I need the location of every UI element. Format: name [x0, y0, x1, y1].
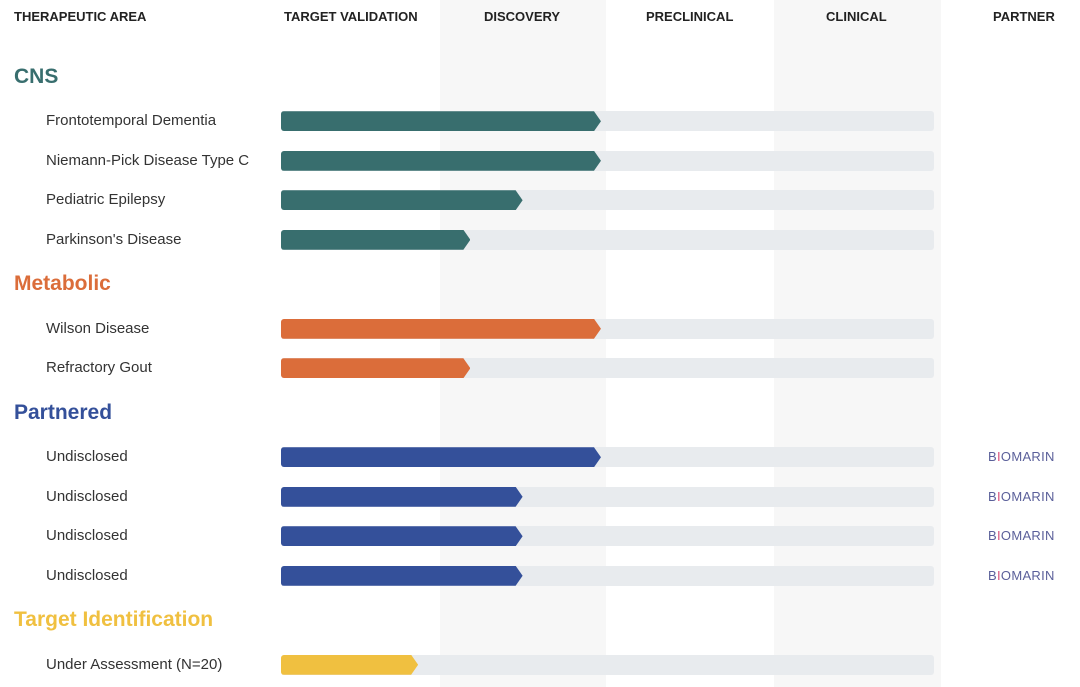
- program-label: Under Assessment (N=20): [46, 655, 223, 673]
- progress-track: [281, 318, 934, 339]
- progress-bar: [281, 655, 418, 675]
- category-cns: CNS: [0, 52, 1080, 102]
- header-therapeutic-area: THERAPEUTIC AREA: [14, 9, 147, 24]
- category-metabolic: Metabolic: [0, 259, 1080, 309]
- program-label: Undisclosed: [46, 527, 128, 545]
- program-label: Pediatric Epilepsy: [46, 191, 166, 209]
- partner-logo-biomarin: BIOMARIN: [988, 488, 1055, 504]
- progress-bar: [281, 487, 523, 507]
- program-row: Undisclosed BIOMARIN: [0, 556, 1080, 596]
- progress-track: [281, 565, 934, 586]
- program-label: Wilson Disease: [46, 319, 150, 337]
- program-row: Niemann-Pick Disease Type C: [0, 141, 1080, 181]
- partner-logo-biomarin: BIOMARIN: [988, 528, 1055, 544]
- progress-track: [281, 358, 934, 379]
- progress-track: [281, 526, 934, 547]
- progress-bar: [281, 111, 601, 131]
- header-target-validation: TARGET VALIDATION: [284, 9, 418, 24]
- header-clinical: CLINICAL: [826, 9, 887, 24]
- progress-track: [281, 229, 934, 250]
- progress-bar: [281, 358, 470, 378]
- program-label: Frontotemporal Dementia: [46, 112, 217, 130]
- category-title: Metabolic: [14, 272, 111, 296]
- progress-track: [281, 486, 934, 507]
- program-row: Parkinson's Disease: [0, 220, 1080, 260]
- program-label: Parkinson's Disease: [46, 230, 182, 248]
- program-row: Refractory Gout: [0, 348, 1080, 388]
- partner-logo-biomarin: BIOMARIN: [988, 449, 1055, 465]
- progress-track: [281, 654, 934, 675]
- category-target-identification: Target Identification: [0, 595, 1080, 645]
- progress-track: [281, 111, 934, 132]
- category-partnered: Partnered: [0, 388, 1080, 438]
- program-row: Wilson Disease: [0, 309, 1080, 349]
- progress-bar: [281, 230, 470, 250]
- header-preclinical: PRECLINICAL: [646, 9, 734, 24]
- category-title: CNS: [14, 64, 59, 88]
- program-row: Frontotemporal Dementia: [0, 101, 1080, 141]
- program-label: Refractory Gout: [46, 359, 152, 377]
- progress-bar: [281, 190, 523, 210]
- progress-track: [281, 190, 934, 211]
- progress-track: [281, 447, 934, 468]
- program-label: Undisclosed: [46, 448, 128, 466]
- program-row: Undisclosed BIOMARIN: [0, 516, 1080, 556]
- program-row: Under Assessment (N=20): [0, 645, 1080, 685]
- header-partner: PARTNER: [993, 9, 1055, 24]
- category-title: Target Identification: [14, 608, 214, 632]
- program-row: Undisclosed BIOMARIN: [0, 437, 1080, 477]
- program-label: Undisclosed: [46, 566, 128, 584]
- pipeline-rows: CNS Frontotemporal Dementia Niemann-Pick D…: [0, 52, 1080, 685]
- progress-bar: [281, 319, 601, 339]
- program-row: Undisclosed BIOMARIN: [0, 477, 1080, 517]
- program-label: Undisclosed: [46, 487, 128, 505]
- progress-bar: [281, 566, 523, 586]
- progress-bar: [281, 447, 601, 467]
- progress-track: [281, 150, 934, 171]
- header-discovery: DISCOVERY: [484, 9, 561, 24]
- program-label: Niemann-Pick Disease Type C: [46, 151, 250, 169]
- progress-bar: [281, 151, 601, 171]
- partner-logo-biomarin: BIOMARIN: [988, 567, 1055, 583]
- progress-bar: [281, 526, 523, 546]
- category-title: Partnered: [14, 400, 113, 424]
- program-row: Pediatric Epilepsy: [0, 180, 1080, 220]
